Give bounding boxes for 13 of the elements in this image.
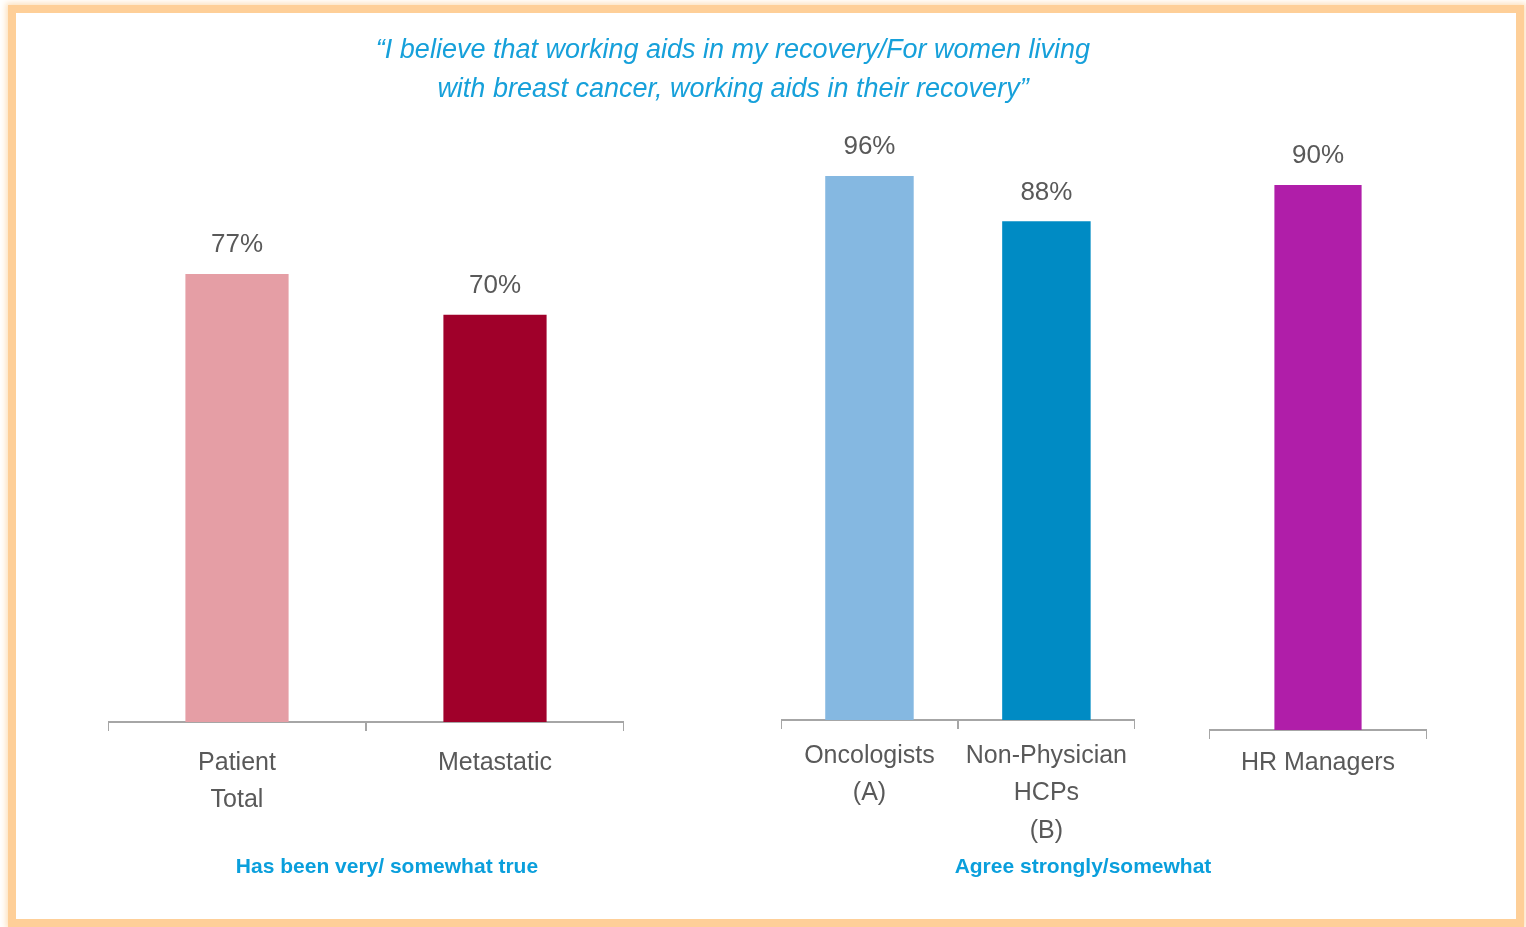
data-label: 77% — [210, 228, 264, 259]
text: Has been very/ somewhat true — [234, 853, 540, 879]
x-tick-label: Metastatic — [438, 746, 552, 775]
text: Agree strongly/somewhat — [953, 853, 1213, 879]
x-tick-label: Non-Physician HCPs (B) — [965, 739, 1127, 843]
x-tick-label: Oncologists (A) — [804, 739, 935, 806]
data-label: 90% — [1291, 139, 1345, 170]
data-label: 96% — [843, 130, 896, 161]
data-label: 88% — [1020, 175, 1073, 206]
data-label: 70% — [468, 268, 522, 299]
text: “I believe that working aids in my recovery/For women living with breast cancer, working aids in their recovery” — [374, 33, 1092, 105]
x-tick-label: Patient Total — [198, 746, 276, 813]
x-tick-label: HR Managers — [1240, 746, 1396, 775]
